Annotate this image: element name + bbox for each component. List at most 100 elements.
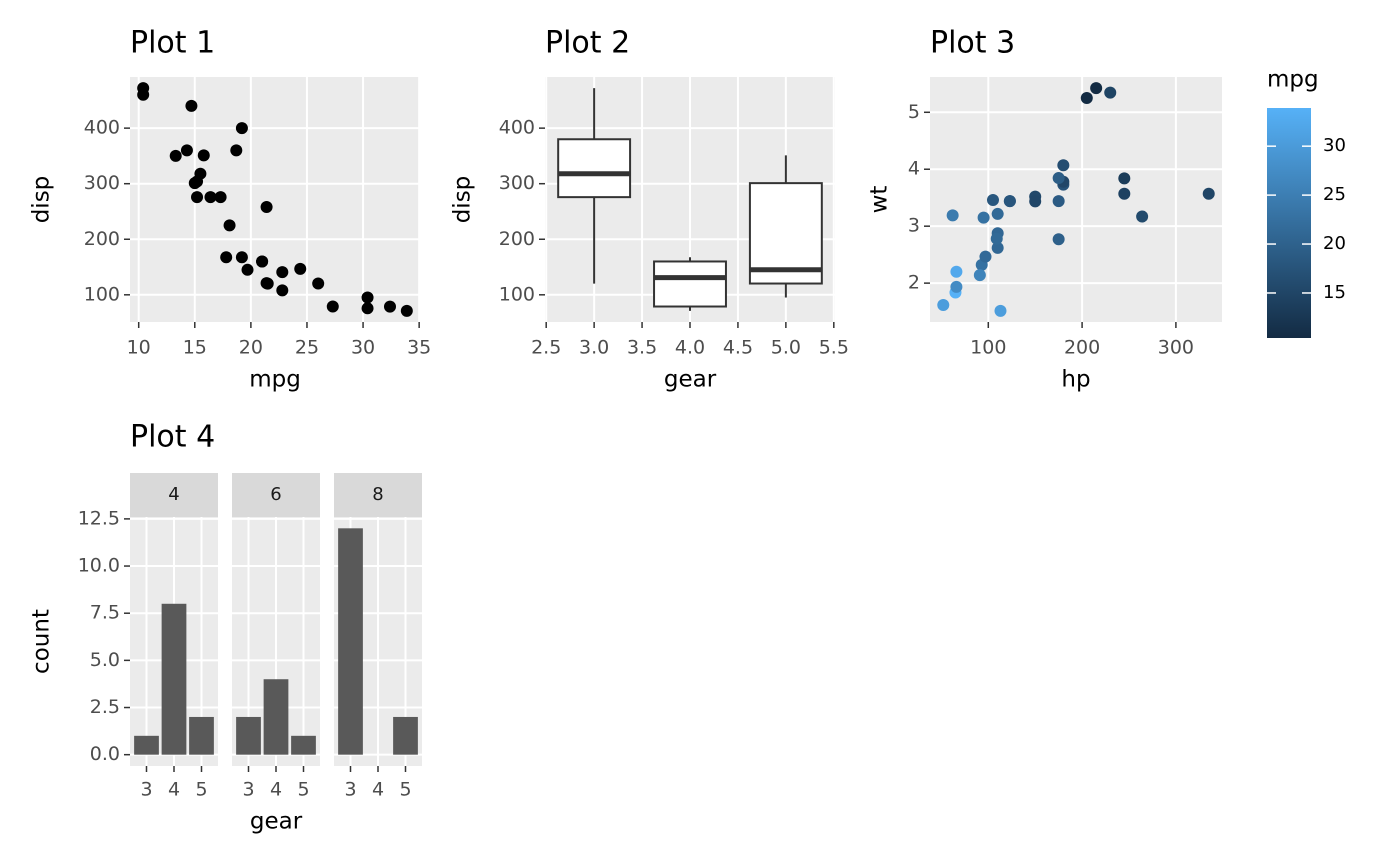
x-tick-label: 4: [270, 779, 282, 801]
legend-label: 20: [1323, 233, 1346, 254]
y-tick-label: 400: [499, 117, 535, 139]
point: [946, 209, 959, 222]
bar: [134, 735, 159, 755]
point: [361, 302, 374, 315]
bar: [236, 716, 261, 755]
point: [991, 207, 1004, 220]
bar: [263, 679, 289, 755]
point: [973, 269, 986, 282]
point: [991, 241, 1004, 254]
y-axis-title: count: [29, 609, 55, 674]
point: [1029, 195, 1042, 208]
x-axis-title: mpg: [249, 367, 301, 393]
y-tick-label: 100: [499, 283, 535, 305]
point: [1202, 187, 1215, 200]
y-tick-label: 300: [84, 172, 120, 194]
box: [557, 138, 632, 199]
point: [950, 280, 963, 293]
point: [294, 262, 307, 275]
point: [185, 99, 198, 112]
y-tick-label: 400: [84, 117, 120, 139]
point: [197, 149, 210, 162]
x-axis-title: gear: [250, 809, 303, 835]
point: [230, 144, 243, 157]
point: [188, 177, 201, 190]
y-tick-label: 7.5: [90, 602, 120, 624]
legend-title: mpg: [1267, 67, 1319, 93]
y-tick-label: 300: [499, 172, 535, 194]
colorbar: [1267, 108, 1311, 338]
x-tick-label: 5: [195, 779, 207, 801]
point: [191, 191, 204, 204]
x-tick-label: 15: [183, 337, 207, 359]
y-tick-label: 200: [84, 228, 120, 250]
y-tick-label: 12.5: [78, 507, 120, 529]
legend-label: 15: [1323, 282, 1346, 303]
x-tick-label: 5: [399, 779, 411, 801]
point: [137, 88, 150, 101]
bar: [393, 716, 418, 755]
point: [235, 251, 248, 264]
x-tick-label: 5.0: [771, 337, 801, 359]
y-tick-label: 5: [908, 101, 920, 123]
point: [1080, 92, 1093, 105]
point: [1090, 82, 1103, 95]
strip-label: 6: [270, 484, 281, 505]
point: [260, 277, 273, 290]
panel: [930, 77, 1222, 322]
x-tick-label: 4: [372, 779, 384, 801]
point: [1052, 233, 1065, 246]
x-tick-label: 10: [127, 337, 151, 359]
point: [1003, 195, 1016, 208]
legend-label: 30: [1323, 135, 1346, 156]
point: [241, 263, 254, 276]
point: [979, 250, 992, 263]
legend-label: 25: [1323, 184, 1346, 205]
bar: [189, 716, 214, 755]
point: [326, 300, 339, 313]
point: [986, 193, 999, 206]
y-tick-label: 5.0: [90, 649, 120, 671]
point: [220, 251, 233, 264]
point: [977, 211, 990, 224]
point: [1136, 210, 1149, 223]
x-tick-label: 4: [168, 779, 180, 801]
x-axis-title: hp: [1061, 367, 1090, 393]
point: [400, 304, 413, 317]
point: [1057, 159, 1070, 172]
point: [276, 266, 289, 279]
y-tick-label: 200: [499, 228, 535, 250]
point: [169, 149, 182, 162]
x-tick-label: 100: [970, 337, 1006, 359]
point: [937, 299, 950, 312]
point: [223, 219, 236, 232]
plot-title: Plot 2: [545, 26, 630, 61]
point: [950, 265, 963, 278]
y-tick-label: 4: [908, 158, 920, 180]
x-tick-label: 3.5: [627, 337, 657, 359]
point: [256, 255, 269, 268]
plot-title: Plot 1: [130, 26, 215, 61]
point: [1118, 187, 1131, 200]
point: [235, 122, 248, 135]
y-tick-label: 0.0: [90, 743, 120, 765]
point: [180, 144, 193, 157]
y-tick-label: 2: [908, 272, 920, 294]
y-axis-title: disp: [450, 176, 476, 224]
plot-title: Plot 4: [130, 420, 215, 455]
box: [748, 182, 823, 285]
y-axis-title: disp: [29, 176, 55, 224]
point: [1118, 172, 1131, 185]
x-tick-label: 3: [242, 779, 254, 801]
x-tick-label: 3.0: [579, 337, 609, 359]
y-tick-label: 100: [84, 283, 120, 305]
box: [653, 260, 727, 308]
x-tick-label: 30: [351, 337, 375, 359]
strip: [232, 473, 320, 517]
x-tick-label: 4.0: [675, 337, 705, 359]
bar: [338, 528, 363, 755]
point: [312, 277, 325, 290]
x-tick-label: 3: [140, 779, 152, 801]
strip: [130, 473, 218, 517]
